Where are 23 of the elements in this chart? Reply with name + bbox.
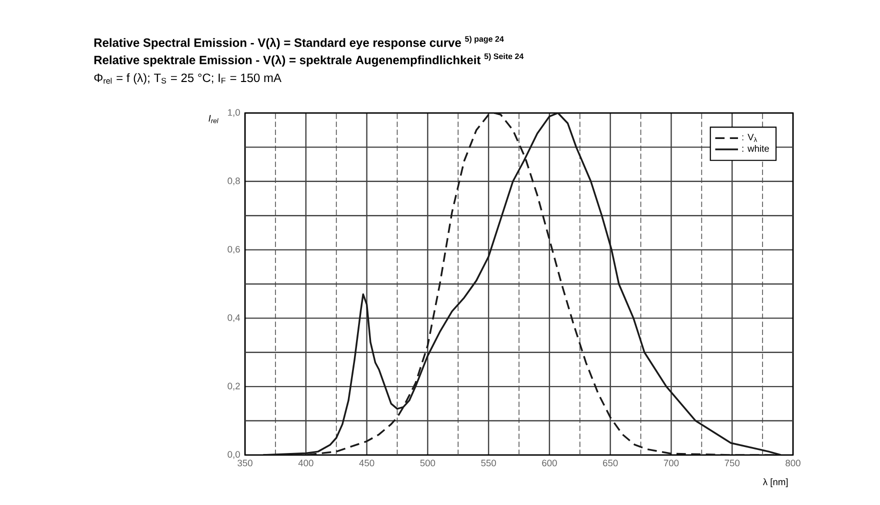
x-tick-label: 400 xyxy=(298,460,314,466)
x-tick-label: 700 xyxy=(664,460,679,466)
y-tick-label: 1,0 xyxy=(228,109,240,117)
x-tick-label: 650 xyxy=(603,460,618,466)
y-tick-label: 0,0 xyxy=(228,451,240,459)
x-tick-label: 450 xyxy=(359,460,374,466)
y-tick-label: 0,6 xyxy=(228,246,240,254)
legend-label: : white xyxy=(742,144,769,152)
x-tick-label: 600 xyxy=(542,460,557,466)
legend-label: : V$_{λ}$ xyxy=(742,134,758,142)
x-tick-label: 750 xyxy=(724,460,740,466)
y-tick-label: 0,4 xyxy=(228,314,240,322)
y-axis-title: I$_{rel}$ xyxy=(208,115,218,124)
y-tick-label: 0,2 xyxy=(228,382,240,390)
x-tick-label: 550 xyxy=(481,460,496,466)
x-tick-label: 800 xyxy=(786,460,800,466)
chart-subtitle: Relative spektrale Emission - V(λ) = spektrale Augenempfindlichkeit $^{5) Seite 24}$ xyxy=(94,53,524,67)
x-axis-title: λ [nm] xyxy=(762,478,788,488)
text: Φ$_{rel}$ = f (λ); T$_{S}$ = 25 °C; I$_{F}$ = 150 mA xyxy=(94,73,282,84)
chart-title: Relative Spectral Emission - V(λ) = Standard eye response curve $^{5) page 24}$ xyxy=(94,36,504,50)
x-tick-label: 500 xyxy=(420,460,436,466)
x-tick-label: 350 xyxy=(238,460,252,466)
y-tick-label: 0,8 xyxy=(228,178,240,186)
